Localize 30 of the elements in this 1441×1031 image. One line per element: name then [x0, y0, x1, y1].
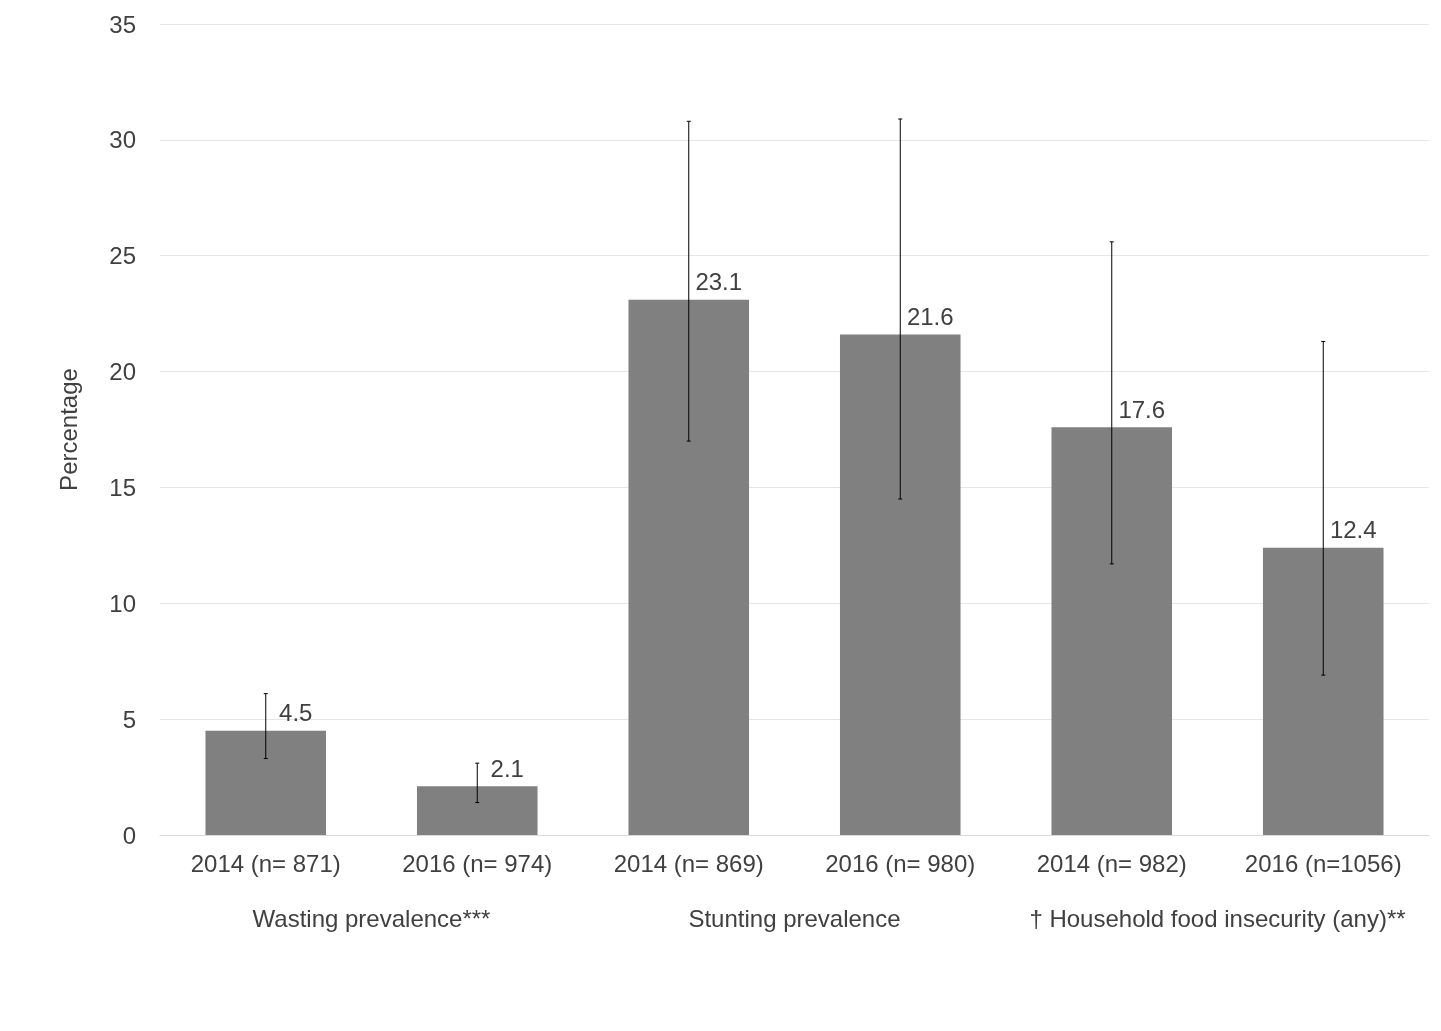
data-label: 12.4: [1329, 516, 1377, 544]
bar: [205, 730, 327, 835]
y-tick-label: 5: [122, 705, 136, 733]
y-tick-label: 30: [109, 126, 136, 154]
bar: [628, 299, 750, 835]
bar: [1051, 427, 1173, 835]
y-tick-label: 20: [109, 358, 136, 386]
y-tick-label: 15: [109, 473, 136, 501]
text: † Household food insecurity (any)**: [1029, 904, 1406, 932]
bar: [1262, 547, 1384, 835]
text: Stunting prevalence: [688, 904, 901, 932]
x-tick-label: 2014 (n= 982): [1036, 849, 1187, 877]
y-tick-label: 10: [109, 589, 136, 617]
y-axis-title: Percentage: [54, 368, 82, 491]
y-tick-label: 0: [122, 821, 136, 849]
x-tick-label: 2014 (n= 871): [190, 849, 341, 877]
data-label: 17.6: [1118, 395, 1166, 423]
bar: [416, 786, 538, 835]
x-tick-label: 2016 (n= 980): [825, 849, 976, 877]
y-tick-label: 35: [109, 10, 136, 38]
data-label: 2.1: [490, 754, 524, 782]
x-tick-label: 2014 (n= 869): [613, 849, 764, 877]
x-tick-label: 2016 (n= 974): [402, 849, 553, 877]
data-label: 4.5: [279, 699, 313, 727]
text: Wasting prevalence***: [252, 904, 491, 932]
x-tick-label: 2016 (n=1056): [1244, 849, 1402, 877]
y-tick-label: 25: [109, 242, 136, 270]
data-label: 23.1: [695, 268, 743, 296]
data-label: 21.6: [906, 303, 954, 330]
bar: [839, 334, 961, 835]
